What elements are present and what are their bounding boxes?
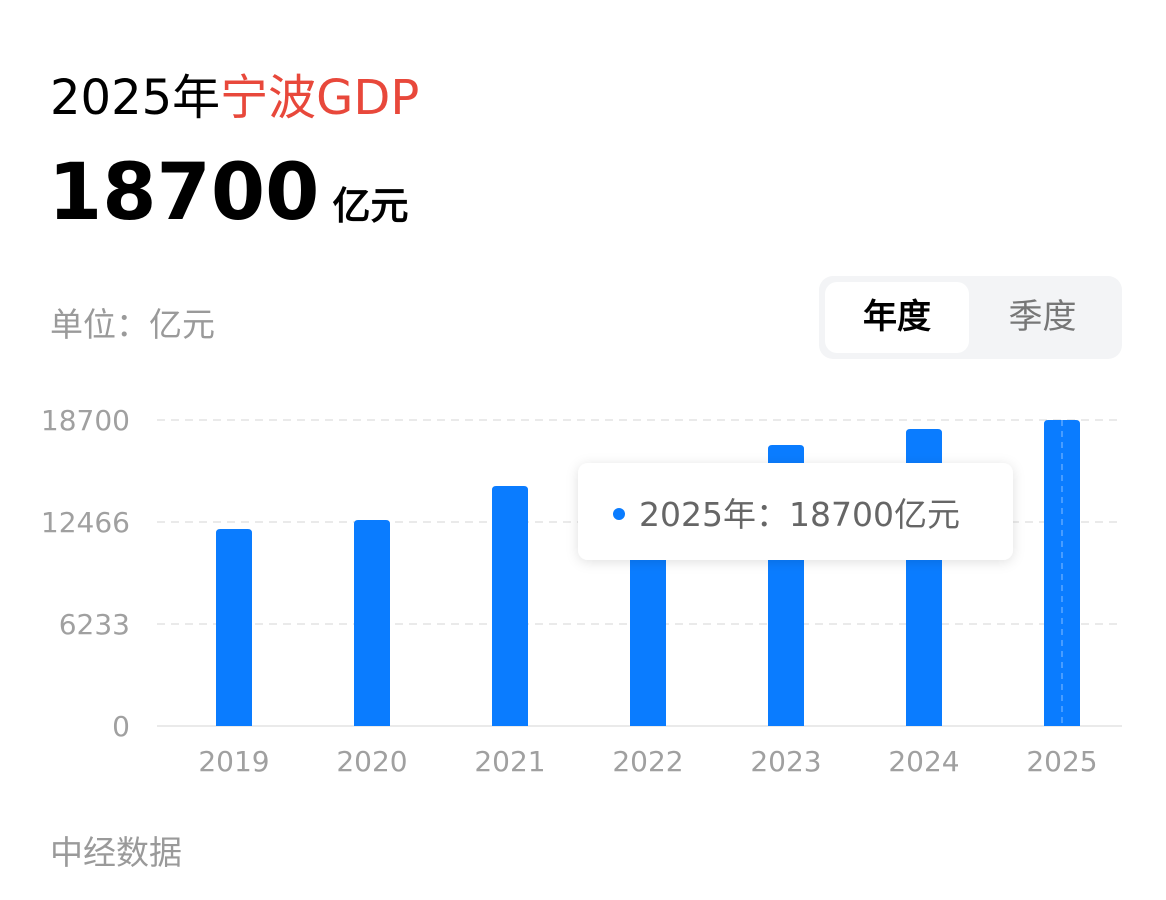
tab-group: 年度 季度 <box>819 276 1122 359</box>
headline-value: 18700 <box>48 148 320 238</box>
x-tick-label: 2019 <box>198 745 269 778</box>
source: 中经数据 <box>50 833 182 872</box>
tab-quarterly[interactable]: 季度 <box>1008 297 1077 337</box>
headline: 2025年宁波GDP <box>50 58 419 128</box>
x-tick-label: 2022 <box>612 745 683 778</box>
bar <box>492 485 528 726</box>
tooltip-text: 2025年：18700亿元 <box>639 495 960 534</box>
bar <box>354 519 390 726</box>
headline-name: 宁波GDP <box>220 70 420 126</box>
tooltip-dot <box>613 508 625 520</box>
x-tick-label: 2024 <box>888 745 959 778</box>
y-tick-label: 12466 <box>41 506 130 539</box>
x-tick-label: 2023 <box>750 745 821 778</box>
x-tick-label: 2025 <box>1026 745 1097 778</box>
x-tick-label: 2021 <box>474 745 545 778</box>
y-tick-label: 18700 <box>41 404 130 437</box>
y-tick-label: 0 <box>112 710 130 743</box>
unit-label: 单位：亿元 <box>50 305 215 344</box>
headline-year: 2025年 <box>50 70 221 126</box>
y-tick-label: 6233 <box>59 608 130 641</box>
tooltip-box <box>578 463 1013 560</box>
headline-value-row: 18700 亿元 <box>48 148 408 238</box>
bar <box>216 528 252 726</box>
headline-unit: 亿元 <box>332 184 409 228</box>
tab-annual[interactable]: 年度 <box>825 282 969 353</box>
bar <box>1044 420 1080 726</box>
x-tick-label: 2020 <box>336 745 407 778</box>
